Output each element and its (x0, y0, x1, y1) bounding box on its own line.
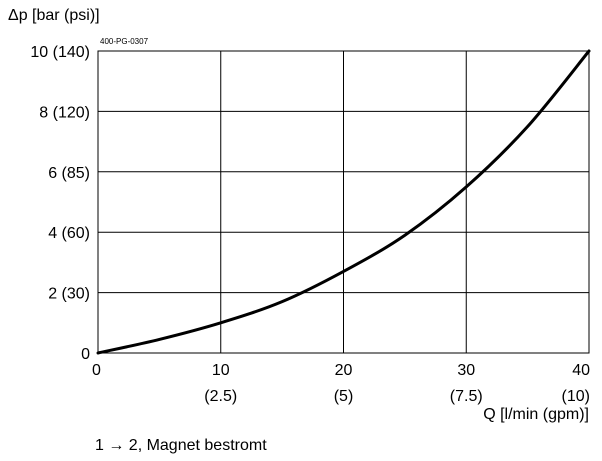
y-axis-title: Δp [bar (psi)] (8, 7, 100, 24)
y-tick-label: 10 (140) (30, 44, 90, 61)
x-tick-label: 0 (92, 362, 101, 379)
chart-code-label: 400-PG-0307 (100, 37, 149, 46)
y-tick-label: 0 (81, 346, 90, 363)
x-tick-sublabel: (2.5) (204, 388, 237, 405)
grid-lines (98, 51, 589, 353)
x-tick-sublabel: (10) (562, 388, 590, 405)
series-curve (96, 49, 591, 355)
x-tick-labels: 0 10 (2.5) 20 (5) 30 (7.5) 40 (10) (92, 362, 590, 405)
x-tick-label: 10 (212, 362, 230, 379)
y-tick-labels: 0 2 (30) 4 (60) 6 (85) 8 (120) 10 (140) (30, 44, 90, 363)
x-tick-label: 30 (457, 362, 475, 379)
y-tick-label: 4 (60) (48, 225, 90, 242)
y-tick-label: 6 (85) (48, 165, 90, 182)
y-tick-label: 8 (120) (39, 104, 90, 121)
chart-caption: 1 → 2, Magnet bestromt (95, 437, 267, 454)
x-axis-title: Q [l/min (gpm)] (483, 406, 589, 423)
x-tick-sublabel: (5) (334, 388, 354, 405)
y-tick-label: 2 (30) (48, 286, 90, 303)
plot-frame (97, 50, 590, 354)
x-tick-sublabel: (7.5) (450, 388, 483, 405)
x-tick-label: 40 (572, 362, 590, 379)
x-tick-label: 20 (335, 362, 353, 379)
